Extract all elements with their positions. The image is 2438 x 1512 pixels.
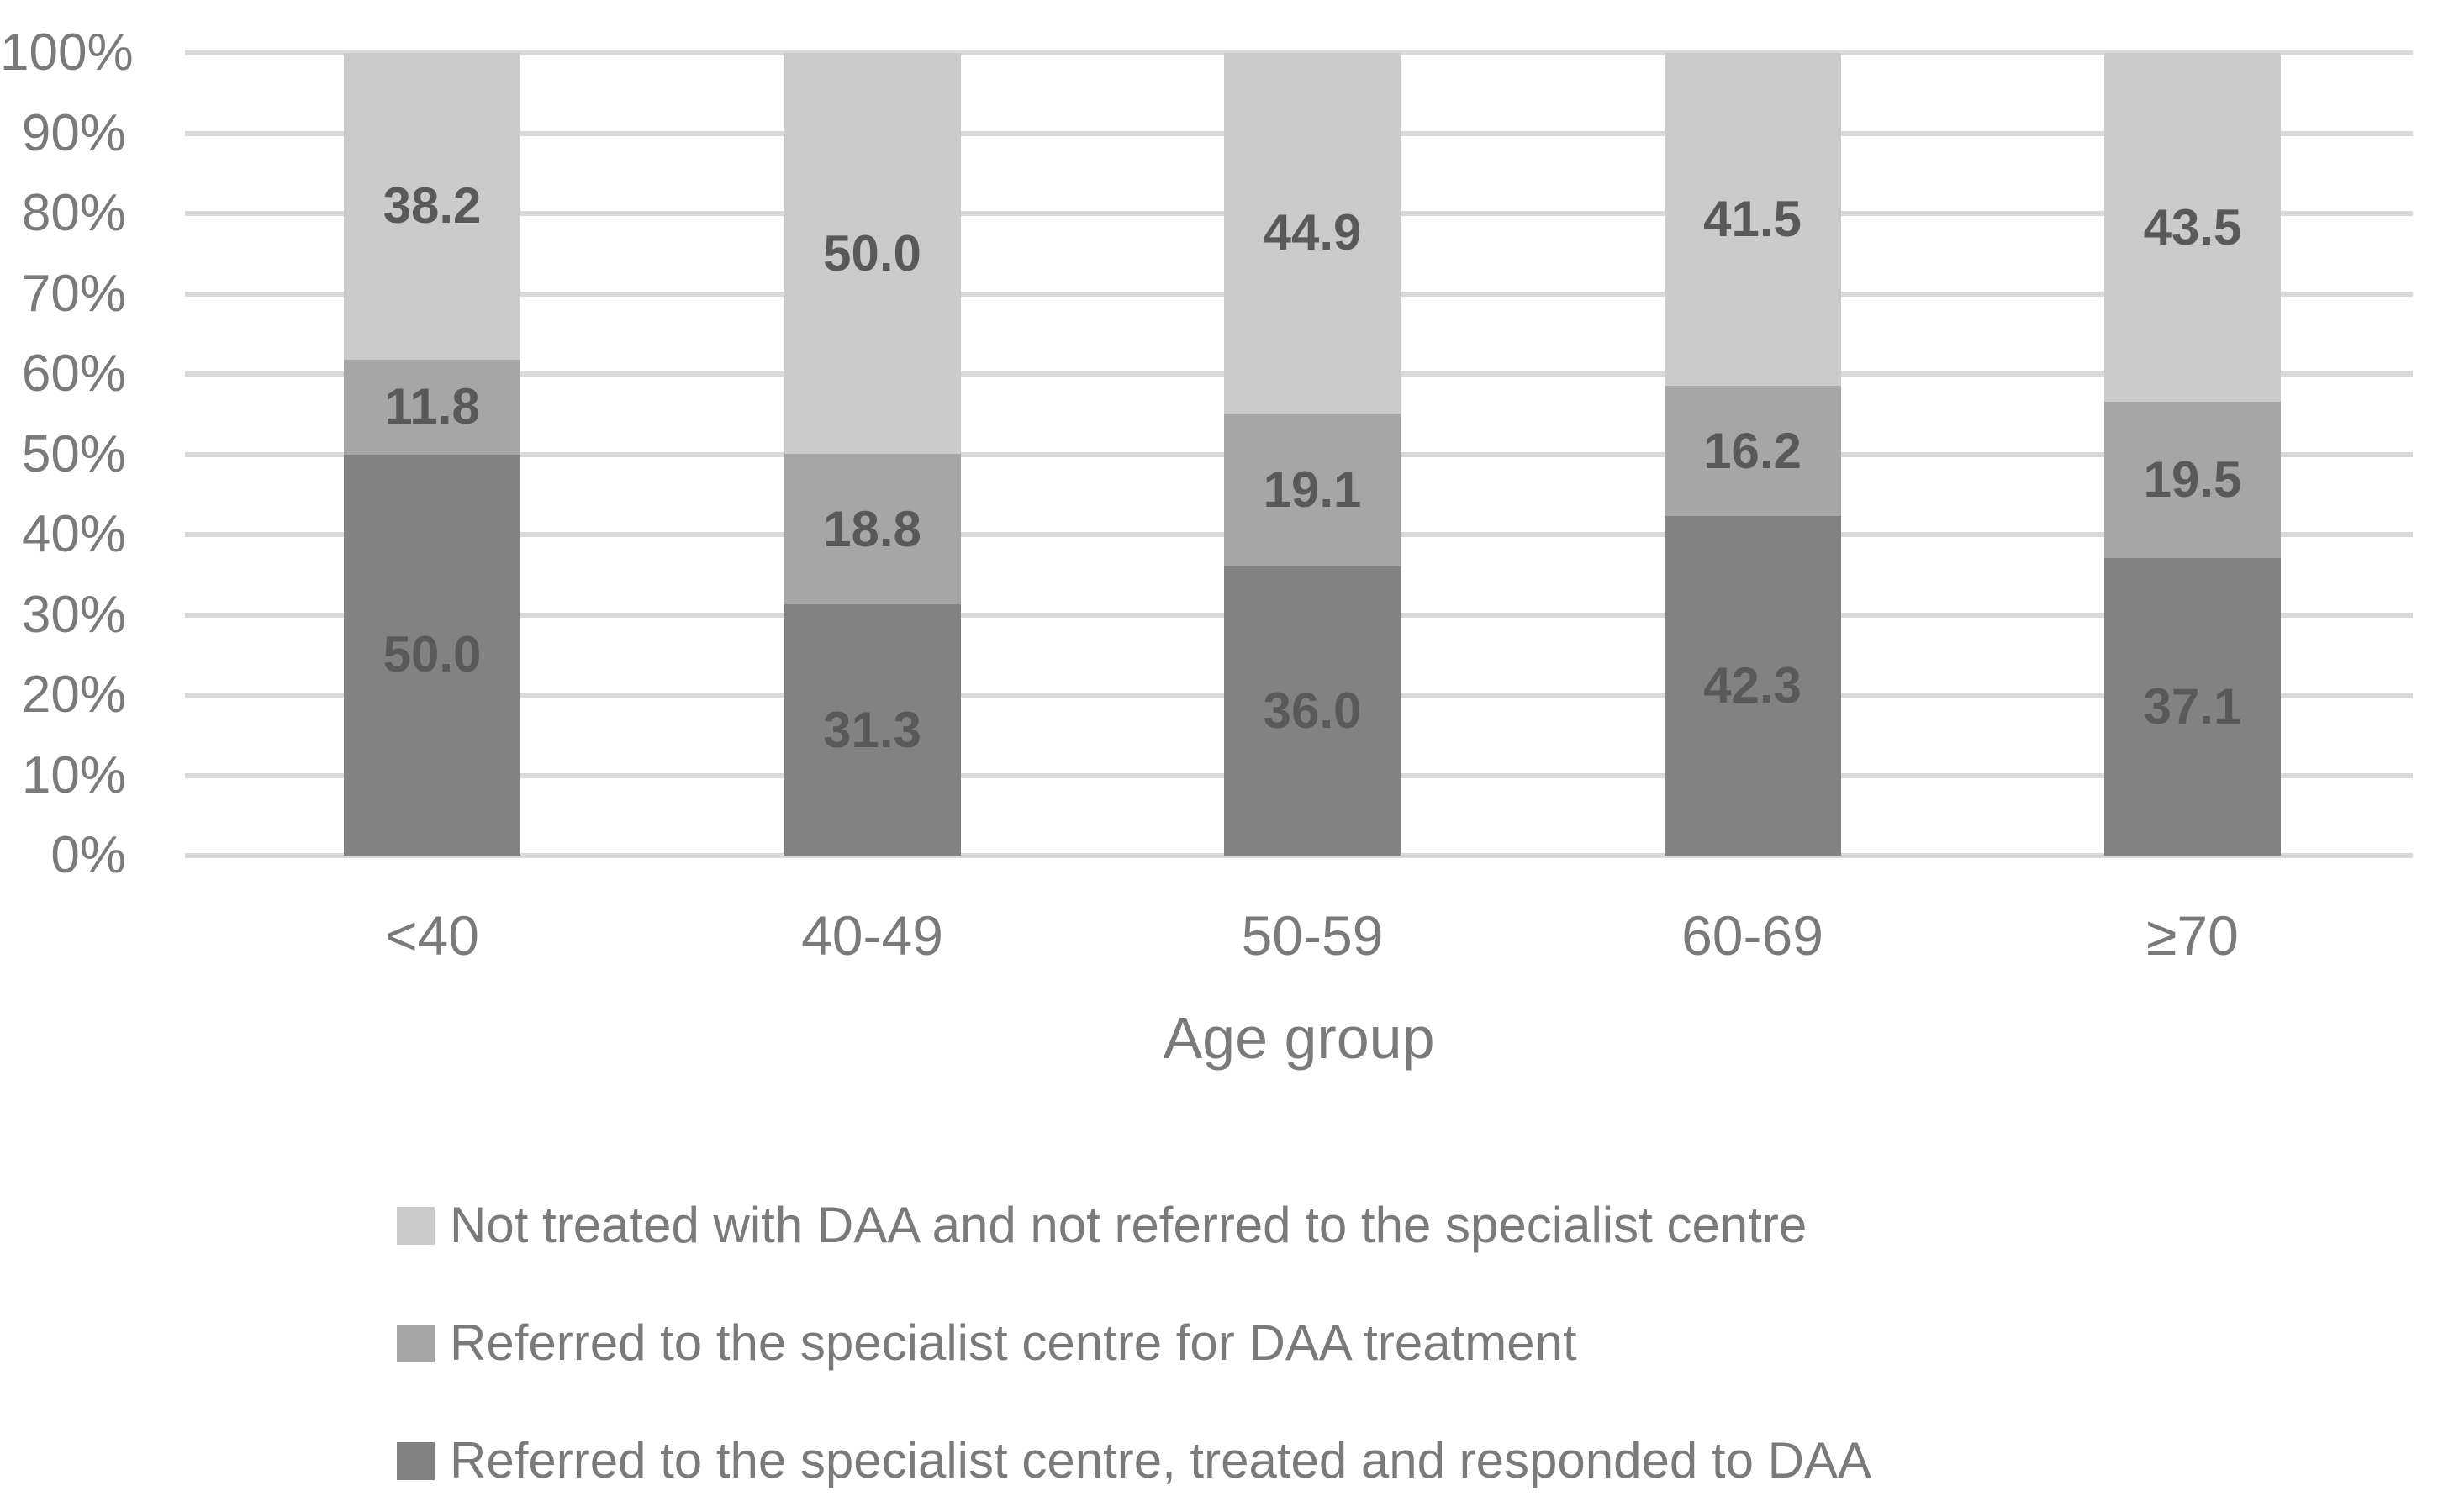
bar-segment xyxy=(2104,558,2281,856)
bar-segment-value-label: 11.8 xyxy=(384,378,480,435)
gridline xyxy=(185,853,2413,858)
bar-segment-value-label: 37.1 xyxy=(2143,678,2242,735)
bar-segment-value-label: 50.0 xyxy=(383,626,482,683)
legend-swatch xyxy=(397,1441,435,1480)
bar-segment-value-label: 16.2 xyxy=(1703,422,1802,479)
y-tick-label: 30% xyxy=(21,585,126,644)
legend-swatch xyxy=(397,1206,435,1245)
gridline xyxy=(185,50,2413,55)
bar-segment-value-label: 50.0 xyxy=(823,224,921,282)
x-tick-label: 40-49 xyxy=(801,904,943,967)
bar-segment-value-label: 44.9 xyxy=(1263,204,1362,261)
legend-label: Referred to the specialist centre, treat… xyxy=(450,1432,1871,1488)
legend-item: Not treated with DAA and not referred to… xyxy=(397,1198,1871,1253)
y-tick-label: 50% xyxy=(21,424,126,483)
bar-segment-value-label: 41.5 xyxy=(1703,191,1802,248)
bar-segment xyxy=(2104,402,2281,559)
x-tick-label: ≥70 xyxy=(2146,904,2239,967)
x-axis: <40 40-49 50-59 60-69 ≥70 xyxy=(0,906,2438,965)
bar-segment xyxy=(2104,53,2281,403)
bar-segment-value-label: 18.8 xyxy=(823,500,921,557)
bar-segment xyxy=(1664,53,1841,387)
y-tick-label: 40% xyxy=(21,505,126,563)
x-tick-label: <40 xyxy=(385,904,479,967)
legend-item: Referred to the specialist centre for DA… xyxy=(397,1315,1871,1371)
y-tick-label: 0% xyxy=(50,826,126,884)
bar-segment xyxy=(344,359,520,455)
bar-segment xyxy=(1224,413,1401,567)
legend: Not treated with DAA and not referred to… xyxy=(397,1198,1871,1512)
y-tick-label: 20% xyxy=(21,666,126,724)
y-tick-label: 10% xyxy=(21,745,126,804)
y-tick-label: 80% xyxy=(21,184,126,242)
y-tick-label: 70% xyxy=(21,264,126,323)
bar-segment xyxy=(784,53,961,455)
bar-segment xyxy=(344,53,520,360)
y-tick-label: 60% xyxy=(21,345,126,403)
x-tick-label: 60-69 xyxy=(1681,904,1823,967)
legend-label: Not treated with DAA and not referred to… xyxy=(450,1197,1807,1253)
bar-segment xyxy=(784,604,961,856)
bar-segment xyxy=(1664,386,1841,517)
bar-segment xyxy=(1224,566,1401,856)
y-tick-label: 100% xyxy=(0,24,134,82)
bar-segment-value-label: 38.2 xyxy=(383,177,482,234)
bar-segment xyxy=(344,454,520,856)
y-axis: 0% 10% 20% 30% 40% 50% 60% 70% 80% 90% 100% xyxy=(0,25,134,883)
y-tick-label: 90% xyxy=(21,103,126,162)
bar-segment xyxy=(1224,53,1401,414)
x-tick-label: 50-59 xyxy=(1241,904,1384,967)
bar-segment xyxy=(1664,516,1841,856)
bar-segment-value-label: 31.3 xyxy=(823,701,921,758)
bar-segment-value-label: 19.1 xyxy=(1263,461,1362,518)
legend-swatch xyxy=(397,1324,435,1362)
plot-area: 50.0 11.8 38.2 31.3 18.8 50.0 36.0 19.1 44.9 42.3… xyxy=(185,50,2413,858)
bar-segment-value-label: 43.5 xyxy=(2143,198,2242,256)
bar-segment-value-label: 36.0 xyxy=(1263,682,1362,740)
legend-label: Referred to the specialist centre for DA… xyxy=(450,1314,1577,1371)
bar-segment-value-label: 42.3 xyxy=(1703,657,1802,714)
x-axis-title: Age group xyxy=(1163,1005,1435,1071)
bar-segment xyxy=(784,454,961,605)
bar-segment-value-label: 19.5 xyxy=(2143,451,2242,508)
legend-item: Referred to the specialist centre, treat… xyxy=(397,1433,1871,1488)
